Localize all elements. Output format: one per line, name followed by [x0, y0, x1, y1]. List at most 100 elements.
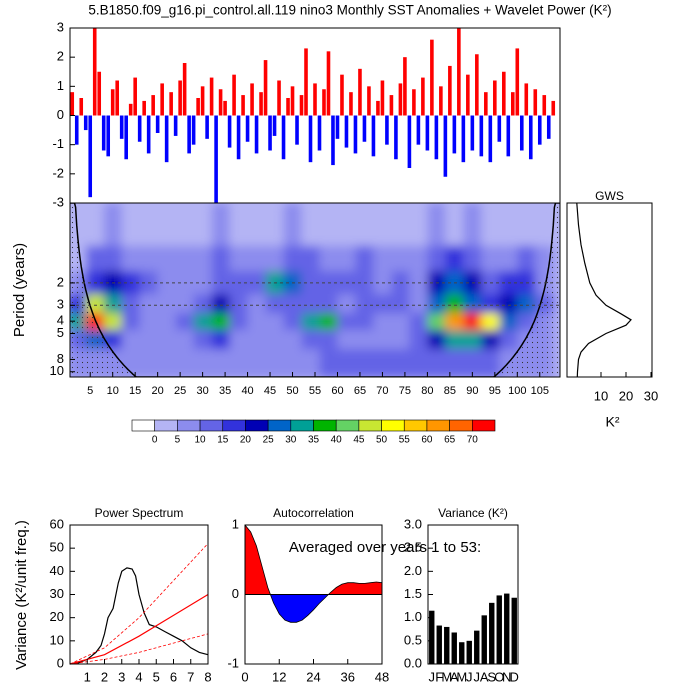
power-cell: [211, 329, 231, 350]
x-tick-label: 6: [170, 669, 177, 684]
bar: [542, 95, 547, 116]
x-tick-label: 95: [489, 385, 501, 397]
bar: [223, 100, 227, 116]
y-tick-label: 4: [57, 313, 64, 328]
colorbar-label: 10: [195, 435, 207, 446]
x-tick-label: 55: [309, 385, 321, 397]
x-tick-label: 7: [187, 669, 194, 684]
wavelet-cells: [70, 203, 554, 377]
power-cell: [517, 203, 536, 247]
bar: [353, 115, 358, 154]
colorbar-box: [449, 419, 473, 432]
bar: [412, 89, 416, 116]
power-cell: [175, 294, 195, 314]
power-cell: [445, 245, 464, 272]
plot-frame: [427, 524, 519, 665]
y-axis-label: Period (years): [11, 243, 28, 337]
bar: [101, 115, 106, 151]
power-cell: [445, 349, 464, 377]
power-cell: [427, 313, 446, 331]
series-line: [69, 633, 209, 665]
bar: [317, 115, 322, 151]
bar: [214, 115, 218, 203]
lines: [69, 543, 209, 665]
x-tick-label: 24: [306, 669, 320, 684]
power-cell: [121, 294, 141, 314]
power-cell: [481, 313, 500, 331]
power-cell: [193, 349, 213, 377]
power-cell: [409, 329, 428, 350]
bar: [304, 48, 308, 116]
bar: [371, 115, 376, 157]
power-cell: [139, 203, 159, 247]
bar: [398, 83, 403, 116]
power-cell: [427, 203, 446, 247]
power-cell: [427, 294, 446, 314]
y-axis-label: Variance (K²/unit freq.): [13, 520, 30, 670]
power-cell: [355, 245, 374, 272]
power-cell: [337, 294, 356, 314]
x-tick-label: J: [429, 669, 436, 684]
bar: [436, 625, 442, 664]
power-cell: [481, 245, 500, 272]
power-cell: [265, 313, 285, 331]
bar: [209, 77, 214, 116]
bar: [259, 92, 263, 116]
power-cell: [283, 245, 303, 272]
power-cell: [445, 294, 464, 314]
bar: [115, 80, 119, 116]
plot-title: Variance (K²): [438, 506, 508, 520]
bar: [389, 95, 394, 116]
x-tick-label: 3: [118, 669, 125, 684]
bar: [74, 115, 79, 145]
power-cell: [409, 349, 428, 377]
bar: [272, 115, 277, 136]
power-cell: [409, 245, 428, 272]
bar: [466, 640, 472, 664]
power-cell: [85, 203, 105, 247]
y-tick-label: 50: [50, 540, 64, 555]
x-tick-label: 65: [354, 385, 366, 397]
y-tick-label: 0: [57, 107, 64, 122]
power-cell: [463, 294, 482, 314]
bar: [110, 89, 115, 116]
x-tick-label: A: [480, 669, 489, 684]
bar: [394, 115, 398, 160]
bar: [308, 115, 313, 163]
y-tick-label: 1.0: [404, 609, 422, 624]
x-tick-label: 5: [153, 669, 160, 684]
bar: [263, 60, 268, 116]
power-cell: [157, 203, 177, 247]
bar: [268, 115, 272, 151]
bar: [250, 83, 254, 116]
x-tick-label: 20: [619, 388, 633, 403]
power-cell: [463, 329, 482, 350]
bar: [479, 115, 484, 157]
x-tick-label: 75: [399, 385, 411, 397]
bar: [254, 115, 259, 154]
bar: [142, 100, 146, 116]
power-cell: [193, 313, 213, 331]
y-tick-label: 3: [57, 297, 64, 312]
x-tick-label: M: [456, 669, 467, 684]
bar: [403, 57, 407, 116]
bar: [83, 115, 88, 131]
power-cell: [355, 203, 374, 247]
x-tick-label: 0: [241, 669, 248, 684]
y-tick-label: 30: [50, 586, 64, 601]
x-tick-label: 80: [421, 385, 433, 397]
power-cell: [373, 349, 392, 377]
bar: [241, 95, 245, 116]
power-cell: [211, 294, 231, 314]
power-cell: [121, 329, 141, 350]
power-cell: [463, 203, 482, 247]
power-cell: [445, 203, 464, 247]
power-cell: [391, 245, 410, 272]
power-cell: [355, 294, 374, 314]
power-cell: [157, 245, 177, 272]
power-cell: [301, 329, 320, 350]
bar: [496, 595, 502, 664]
power-cell: [337, 329, 356, 350]
colorbar-box: [472, 419, 496, 432]
